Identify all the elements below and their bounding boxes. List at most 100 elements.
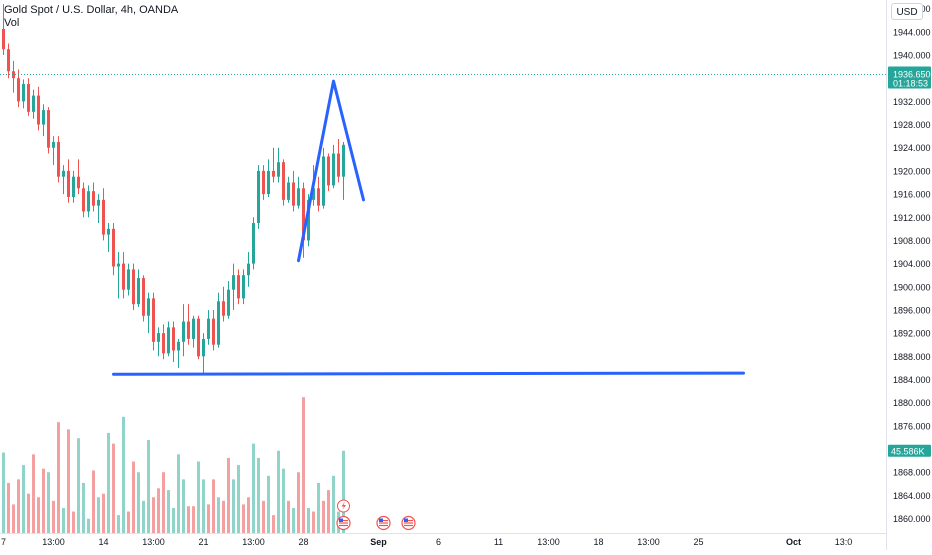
- candle-body: [262, 170, 265, 195]
- candle-body: [92, 191, 95, 206]
- y-tick-label: 1888.000: [893, 352, 931, 362]
- volume-bar: [57, 422, 60, 533]
- candle-body: [37, 95, 40, 125]
- candle-body: [317, 188, 320, 206]
- candle: [287, 176, 290, 203]
- volume-bar: [47, 472, 50, 533]
- candle: [317, 176, 320, 212]
- volume-bar: [217, 497, 220, 533]
- volume-bar: [272, 515, 275, 533]
- us-flag-icon: [376, 515, 391, 531]
- candle-body: [327, 156, 330, 186]
- candle-body: [2, 28, 5, 50]
- volume-bar: [52, 500, 55, 533]
- lightning-icon: [337, 499, 350, 513]
- currency-button[interactable]: USD: [891, 3, 923, 20]
- candle-body: [307, 199, 310, 241]
- volume-bar: [202, 479, 205, 533]
- candle-body: [117, 263, 120, 267]
- x-tick-label: 13:00: [537, 537, 560, 547]
- candle-body: [52, 141, 55, 148]
- volume-label: Vol: [4, 17, 20, 29]
- us-flag-icon-canton: [379, 518, 383, 522]
- x-tick-label: 7: [1, 537, 6, 547]
- volume-bar: [327, 490, 330, 533]
- candle: [222, 286, 225, 322]
- volume-bar: [182, 479, 185, 533]
- volume-bar: [307, 507, 310, 533]
- candle: [172, 321, 175, 363]
- candle-body: [187, 321, 190, 339]
- volume-bar: [262, 500, 265, 533]
- x-tick-label: 28: [298, 537, 308, 547]
- candle: [302, 182, 305, 258]
- candle-body: [47, 110, 50, 148]
- candle: [157, 327, 160, 357]
- candle-body: [287, 182, 290, 200]
- volume-bar: [342, 450, 345, 533]
- candle-body: [12, 71, 15, 79]
- volume-bar: [227, 457, 230, 533]
- volume-bar: [157, 488, 160, 533]
- volume-bar: [252, 443, 255, 533]
- candle-body: [257, 170, 260, 224]
- candle: [82, 182, 85, 218]
- candle-body: [162, 333, 165, 354]
- peak-line: [297, 79, 365, 263]
- volume-bar: [122, 416, 125, 533]
- candle-body: [267, 170, 270, 195]
- candle: [162, 324, 165, 360]
- candle-body: [272, 170, 275, 177]
- volume-bar: [167, 490, 170, 533]
- x-tick-label: Sep: [370, 537, 387, 547]
- y-tick-label: 1896.000: [893, 305, 931, 315]
- candle: [177, 338, 180, 368]
- price-axis: [886, 0, 932, 550]
- volume-bar: [62, 507, 65, 533]
- candle-body: [152, 298, 155, 342]
- y-tick-label: 1932.000: [893, 97, 931, 107]
- candle: [332, 144, 335, 189]
- volume-bar: [332, 475, 335, 533]
- volume-bar: [82, 482, 85, 533]
- candle-body: [67, 170, 70, 197]
- candle-body: [142, 278, 145, 316]
- volume-bar: [282, 468, 285, 533]
- candle: [7, 43, 10, 79]
- candle-body: [242, 275, 245, 299]
- candle: [12, 60, 15, 93]
- candle: [112, 223, 115, 276]
- candle-body: [302, 188, 305, 241]
- volume-bar: [197, 461, 200, 533]
- y-tick-label: 1924.000: [893, 143, 931, 153]
- candle-body: [57, 141, 60, 177]
- candle: [67, 159, 70, 203]
- lightning-icon-bolt: [341, 501, 346, 511]
- y-tick-label: 1864.000: [893, 491, 931, 501]
- candle-body: [332, 153, 335, 186]
- candle-body: [107, 228, 110, 235]
- y-tick-label: 1908.000: [893, 236, 931, 246]
- candle: [297, 176, 300, 209]
- candle: [277, 147, 280, 183]
- volume-bar: [117, 515, 120, 533]
- last-price-badge: [888, 66, 931, 89]
- x-tick-label: 13:00: [637, 537, 660, 547]
- volume-bar: [302, 397, 305, 533]
- candle-body: [192, 318, 195, 339]
- volume-bar: [87, 518, 90, 533]
- candle: [252, 217, 255, 270]
- candle-body: [232, 275, 235, 290]
- candle-body: [102, 199, 105, 235]
- x-tick-label: 13:0: [835, 537, 853, 547]
- candle-body: [7, 49, 10, 72]
- volume-bar: [12, 504, 15, 533]
- volume-bar: [132, 461, 135, 533]
- candle: [32, 89, 35, 119]
- candle: [122, 252, 125, 299]
- y-tick-label: 1892.000: [893, 329, 931, 339]
- candle-body: [197, 318, 200, 357]
- candle: [202, 333, 205, 374]
